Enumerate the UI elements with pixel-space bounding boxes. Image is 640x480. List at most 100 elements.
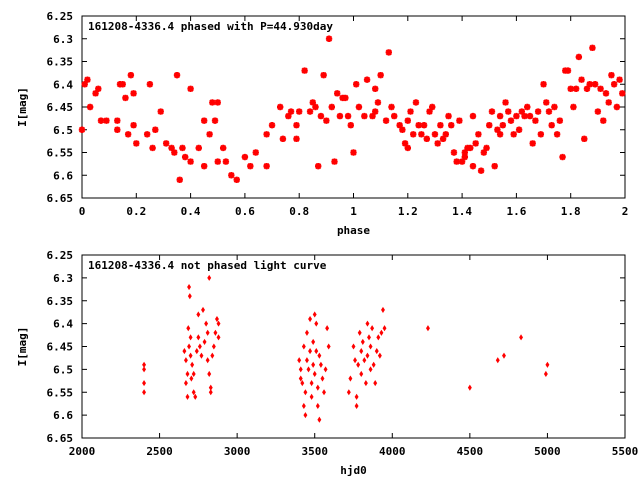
data-point (296, 108, 303, 115)
data-point (173, 71, 181, 79)
data-point (209, 99, 216, 106)
data-point (377, 71, 384, 79)
data-point (186, 325, 191, 332)
x-tick-label: 0 (79, 205, 86, 218)
data-point (458, 158, 466, 165)
data-point (143, 131, 151, 138)
data-point (326, 343, 331, 350)
data-point (328, 103, 335, 111)
data-point (219, 144, 227, 152)
data-point (513, 112, 520, 120)
data-point (207, 370, 212, 378)
data-point (551, 103, 558, 111)
data-point (461, 149, 469, 156)
data-point (187, 283, 192, 291)
data-point (515, 126, 523, 133)
data-point (214, 99, 221, 106)
data-point (350, 149, 357, 156)
data-point (190, 361, 195, 368)
data-point (518, 108, 526, 115)
data-point (127, 71, 135, 79)
data-point (86, 103, 94, 111)
y-tick-label: 6.5 (53, 363, 73, 376)
data-point (297, 357, 302, 364)
x-tick-label: 0.8 (289, 205, 309, 218)
data-point (183, 380, 188, 387)
data-point (502, 99, 509, 106)
data-point (605, 99, 612, 106)
data-point (359, 348, 364, 355)
y-tick-label: 6.65 (47, 432, 74, 445)
data-point (472, 140, 479, 147)
data-point (130, 90, 137, 97)
data-point (315, 402, 320, 410)
y-tick-label: 6.4 (53, 318, 73, 331)
data-point (368, 343, 373, 350)
data-point (495, 357, 500, 364)
data-point (342, 94, 349, 102)
data-point (301, 343, 306, 350)
data-point (95, 85, 102, 92)
data-point (502, 352, 506, 359)
data-point (312, 103, 319, 111)
data-point (142, 366, 147, 373)
data-point (594, 108, 602, 115)
data-point (461, 153, 469, 161)
data-point (325, 325, 330, 332)
data-point (545, 108, 553, 115)
data-point (564, 67, 572, 74)
data-point (348, 375, 353, 382)
data-point (610, 81, 618, 88)
data-point (439, 135, 447, 143)
x-tick-label: 1.6 (506, 205, 526, 218)
data-point (317, 352, 322, 359)
data-point (252, 149, 259, 156)
data-point (475, 131, 482, 138)
data-point (567, 85, 574, 92)
data-point (591, 81, 599, 88)
data-point (347, 122, 354, 129)
data-point (426, 325, 430, 332)
data-point (507, 117, 515, 124)
data-point (382, 325, 387, 332)
data-point (216, 334, 221, 341)
data-point (287, 108, 295, 115)
data-point (442, 131, 450, 138)
data-point (510, 131, 517, 138)
data-point (537, 131, 545, 138)
data-point (176, 176, 183, 183)
data-point (204, 320, 209, 327)
data-point (157, 108, 164, 115)
data-point (142, 389, 147, 396)
data-point (344, 112, 352, 120)
unphased-x-axis-label: hjd0 (340, 464, 367, 477)
data-point (97, 117, 105, 124)
x-tick-label: 2 (622, 205, 629, 218)
data-point (298, 375, 303, 382)
data-point (469, 162, 477, 170)
data-point (396, 122, 403, 129)
data-point (450, 149, 458, 156)
data-point (407, 108, 414, 115)
data-point (208, 389, 213, 396)
data-point (529, 140, 536, 147)
data-point (207, 274, 212, 281)
data-point (179, 144, 186, 152)
data-point (543, 370, 548, 378)
data-point (303, 412, 308, 419)
data-point (600, 117, 607, 124)
data-point (185, 393, 190, 400)
data-point (581, 135, 588, 143)
data-point (182, 348, 187, 355)
x-tick-label: 1.8 (561, 205, 581, 218)
data-point (306, 366, 311, 373)
data-point (208, 384, 213, 391)
data-point (420, 122, 428, 129)
data-point (597, 85, 604, 92)
data-point (336, 112, 344, 120)
x-tick-label: 1.2 (398, 205, 418, 218)
data-point (418, 131, 425, 138)
data-point (119, 81, 126, 88)
data-point (196, 334, 201, 341)
